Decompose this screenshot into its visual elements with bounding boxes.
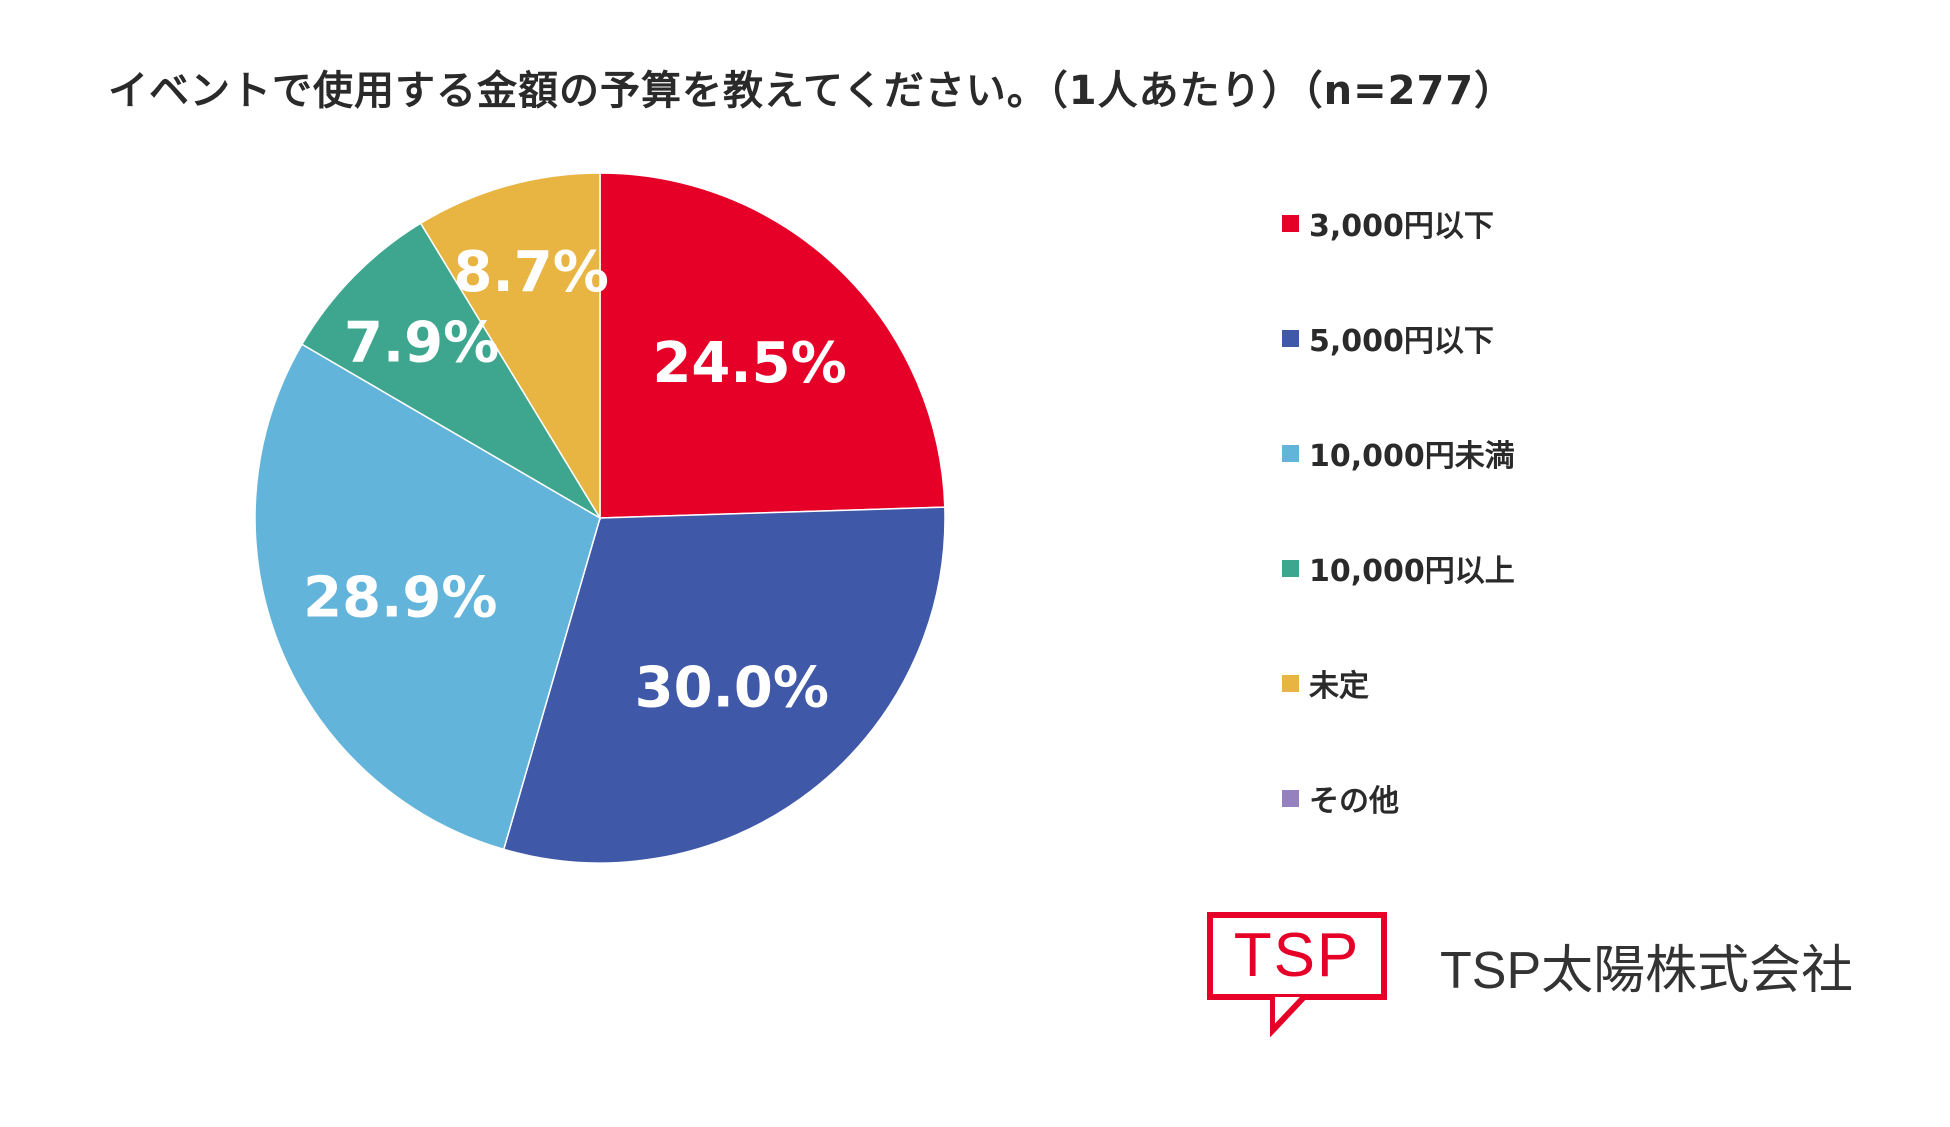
- pie-slice-4: [419, 172, 601, 521]
- pie-slices: [254, 172, 946, 864]
- legend-label-0: 3,000円以下: [1309, 209, 1494, 244]
- legend-label-1: 5,000円以下: [1309, 324, 1494, 359]
- legend-swatch-3: [1282, 559, 1299, 577]
- legend-item-1: 5,000円以下: [1282, 318, 1515, 359]
- legend-item-0: 3,000円以下: [1282, 203, 1515, 244]
- legend-item-4: 未定: [1282, 663, 1515, 704]
- legend-label-5: その他: [1309, 784, 1399, 819]
- legend-label-3: 10,000円以上: [1309, 554, 1515, 589]
- pie-label-3: 7.9%: [344, 310, 499, 375]
- pie-slice-3: [300, 222, 601, 519]
- legend-swatch-2: [1282, 444, 1299, 462]
- chart-title: イベントで使用する金額の予算を教えてください。（1人あたり）（n=277）: [108, 68, 1516, 114]
- pie-slice-2: [254, 343, 601, 851]
- pie-slice-1: [502, 506, 946, 864]
- tsp-logo-text: TSP: [1233, 921, 1361, 990]
- legend-label-2: 10,000円未満: [1309, 439, 1515, 474]
- tsp-logo: TSP: [1207, 912, 1387, 1000]
- pie-label-2: 28.9%: [303, 565, 497, 630]
- pie-label-1: 30.0%: [635, 655, 829, 720]
- legend-label-4: 未定: [1309, 669, 1369, 704]
- company-name: TSP太陽株式会社: [1440, 942, 1854, 1000]
- legend-swatch-4: [1282, 674, 1299, 692]
- legend-swatch-1: [1282, 329, 1299, 347]
- pie-chart: 24.5% 30.0% 28.9% 7.9%8.7%: [254, 172, 946, 864]
- pie-label-4: 8.7%: [454, 240, 609, 305]
- legend-item-3: 10,000円以上: [1282, 548, 1515, 589]
- legend: 3,000円以下 5,000円以下 10,000円未満 10,000円以上 未定…: [1282, 203, 1515, 893]
- legend-swatch-5: [1282, 789, 1299, 807]
- pie-label-0: 24.5%: [652, 331, 846, 396]
- legend-item-5: その他: [1282, 778, 1515, 819]
- speech-bubble-tail-icon: [1270, 995, 1307, 1037]
- legend-swatch-0: [1282, 214, 1299, 232]
- pie-slice-0: [599, 172, 946, 519]
- pie-labels: 24.5% 30.0% 28.9% 7.9%8.7%: [303, 240, 847, 720]
- legend-item-2: 10,000円未満: [1282, 433, 1515, 474]
